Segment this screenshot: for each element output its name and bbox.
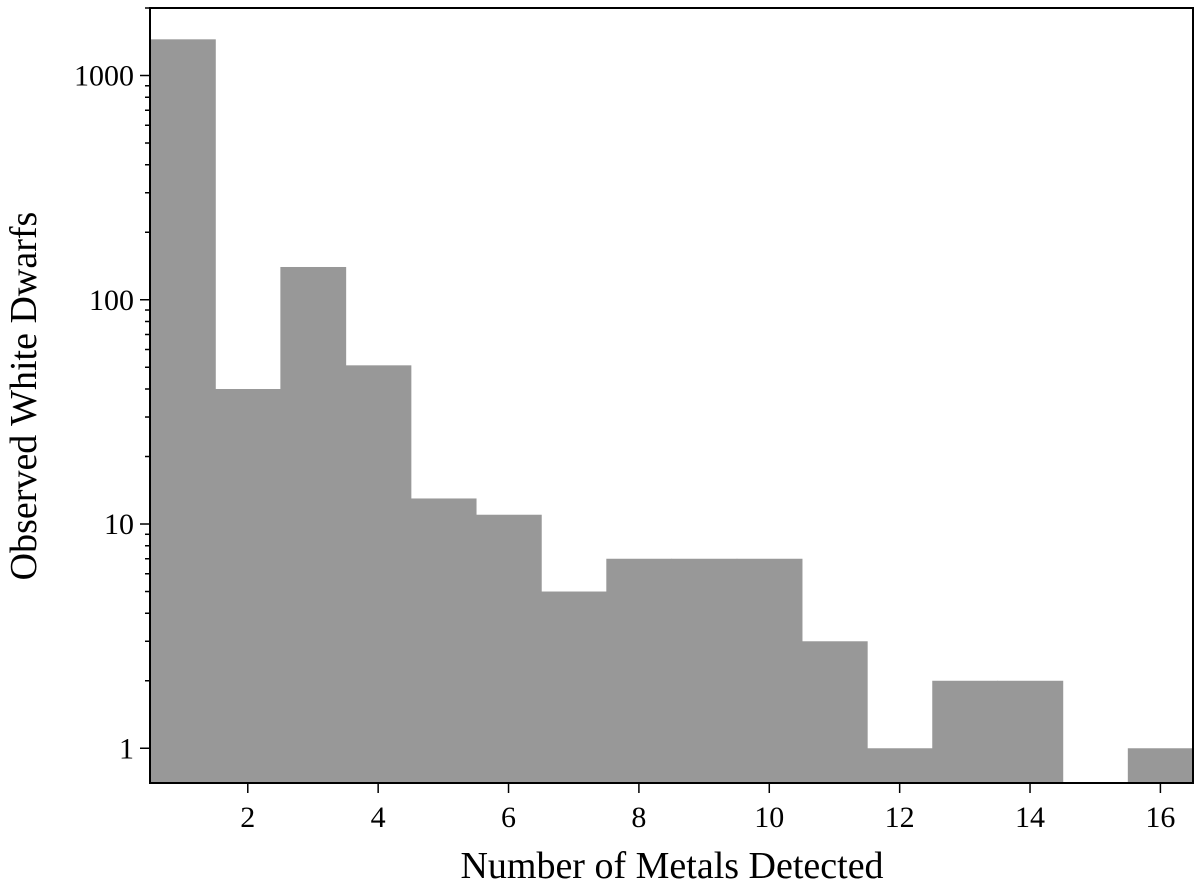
y-axis-ticks: 1 10 100 1000 (74, 7, 150, 765)
histogram-bar (671, 558, 738, 783)
x-tick-label: 8 (631, 801, 646, 834)
histogram-bar (867, 748, 933, 783)
x-tick-label: 4 (371, 801, 386, 834)
y-tick-label: 1 (119, 732, 134, 765)
plot-frame (149, 7, 1194, 784)
x-tick-label: 14 (1015, 801, 1045, 834)
histogram-bar (997, 680, 1064, 783)
x-tick-label: 6 (501, 801, 516, 834)
x-tick-label: 16 (1145, 801, 1175, 834)
histogram-bar (801, 641, 868, 783)
bars-group (150, 39, 1194, 783)
histogram-bar (1127, 748, 1194, 783)
x-tick-label: 12 (885, 801, 915, 834)
histogram-bar (932, 680, 999, 783)
x-axis-title: Number of Metals Detected (460, 845, 883, 887)
y-axis-title: Observed White Dwarfs (3, 212, 45, 581)
y-tick-label: 1000 (74, 60, 134, 93)
histogram-bar (280, 266, 347, 783)
x-tick-label: 2 (240, 801, 255, 834)
x-tick-label: 10 (754, 801, 784, 834)
x-axis-ticks: 2 4 6 8 10 12 14 16 (240, 783, 1175, 834)
histogram-bar (606, 558, 673, 783)
y-tick-label: 100 (89, 284, 134, 317)
y-tick-label: 10 (104, 508, 134, 541)
histogram-bar (150, 39, 216, 783)
histogram-bar (475, 514, 542, 783)
histogram-bar (736, 558, 803, 783)
histogram-bar (541, 591, 607, 783)
histogram-bar (215, 388, 281, 783)
histogram-bar (345, 365, 412, 783)
histogram-bar (410, 498, 477, 783)
